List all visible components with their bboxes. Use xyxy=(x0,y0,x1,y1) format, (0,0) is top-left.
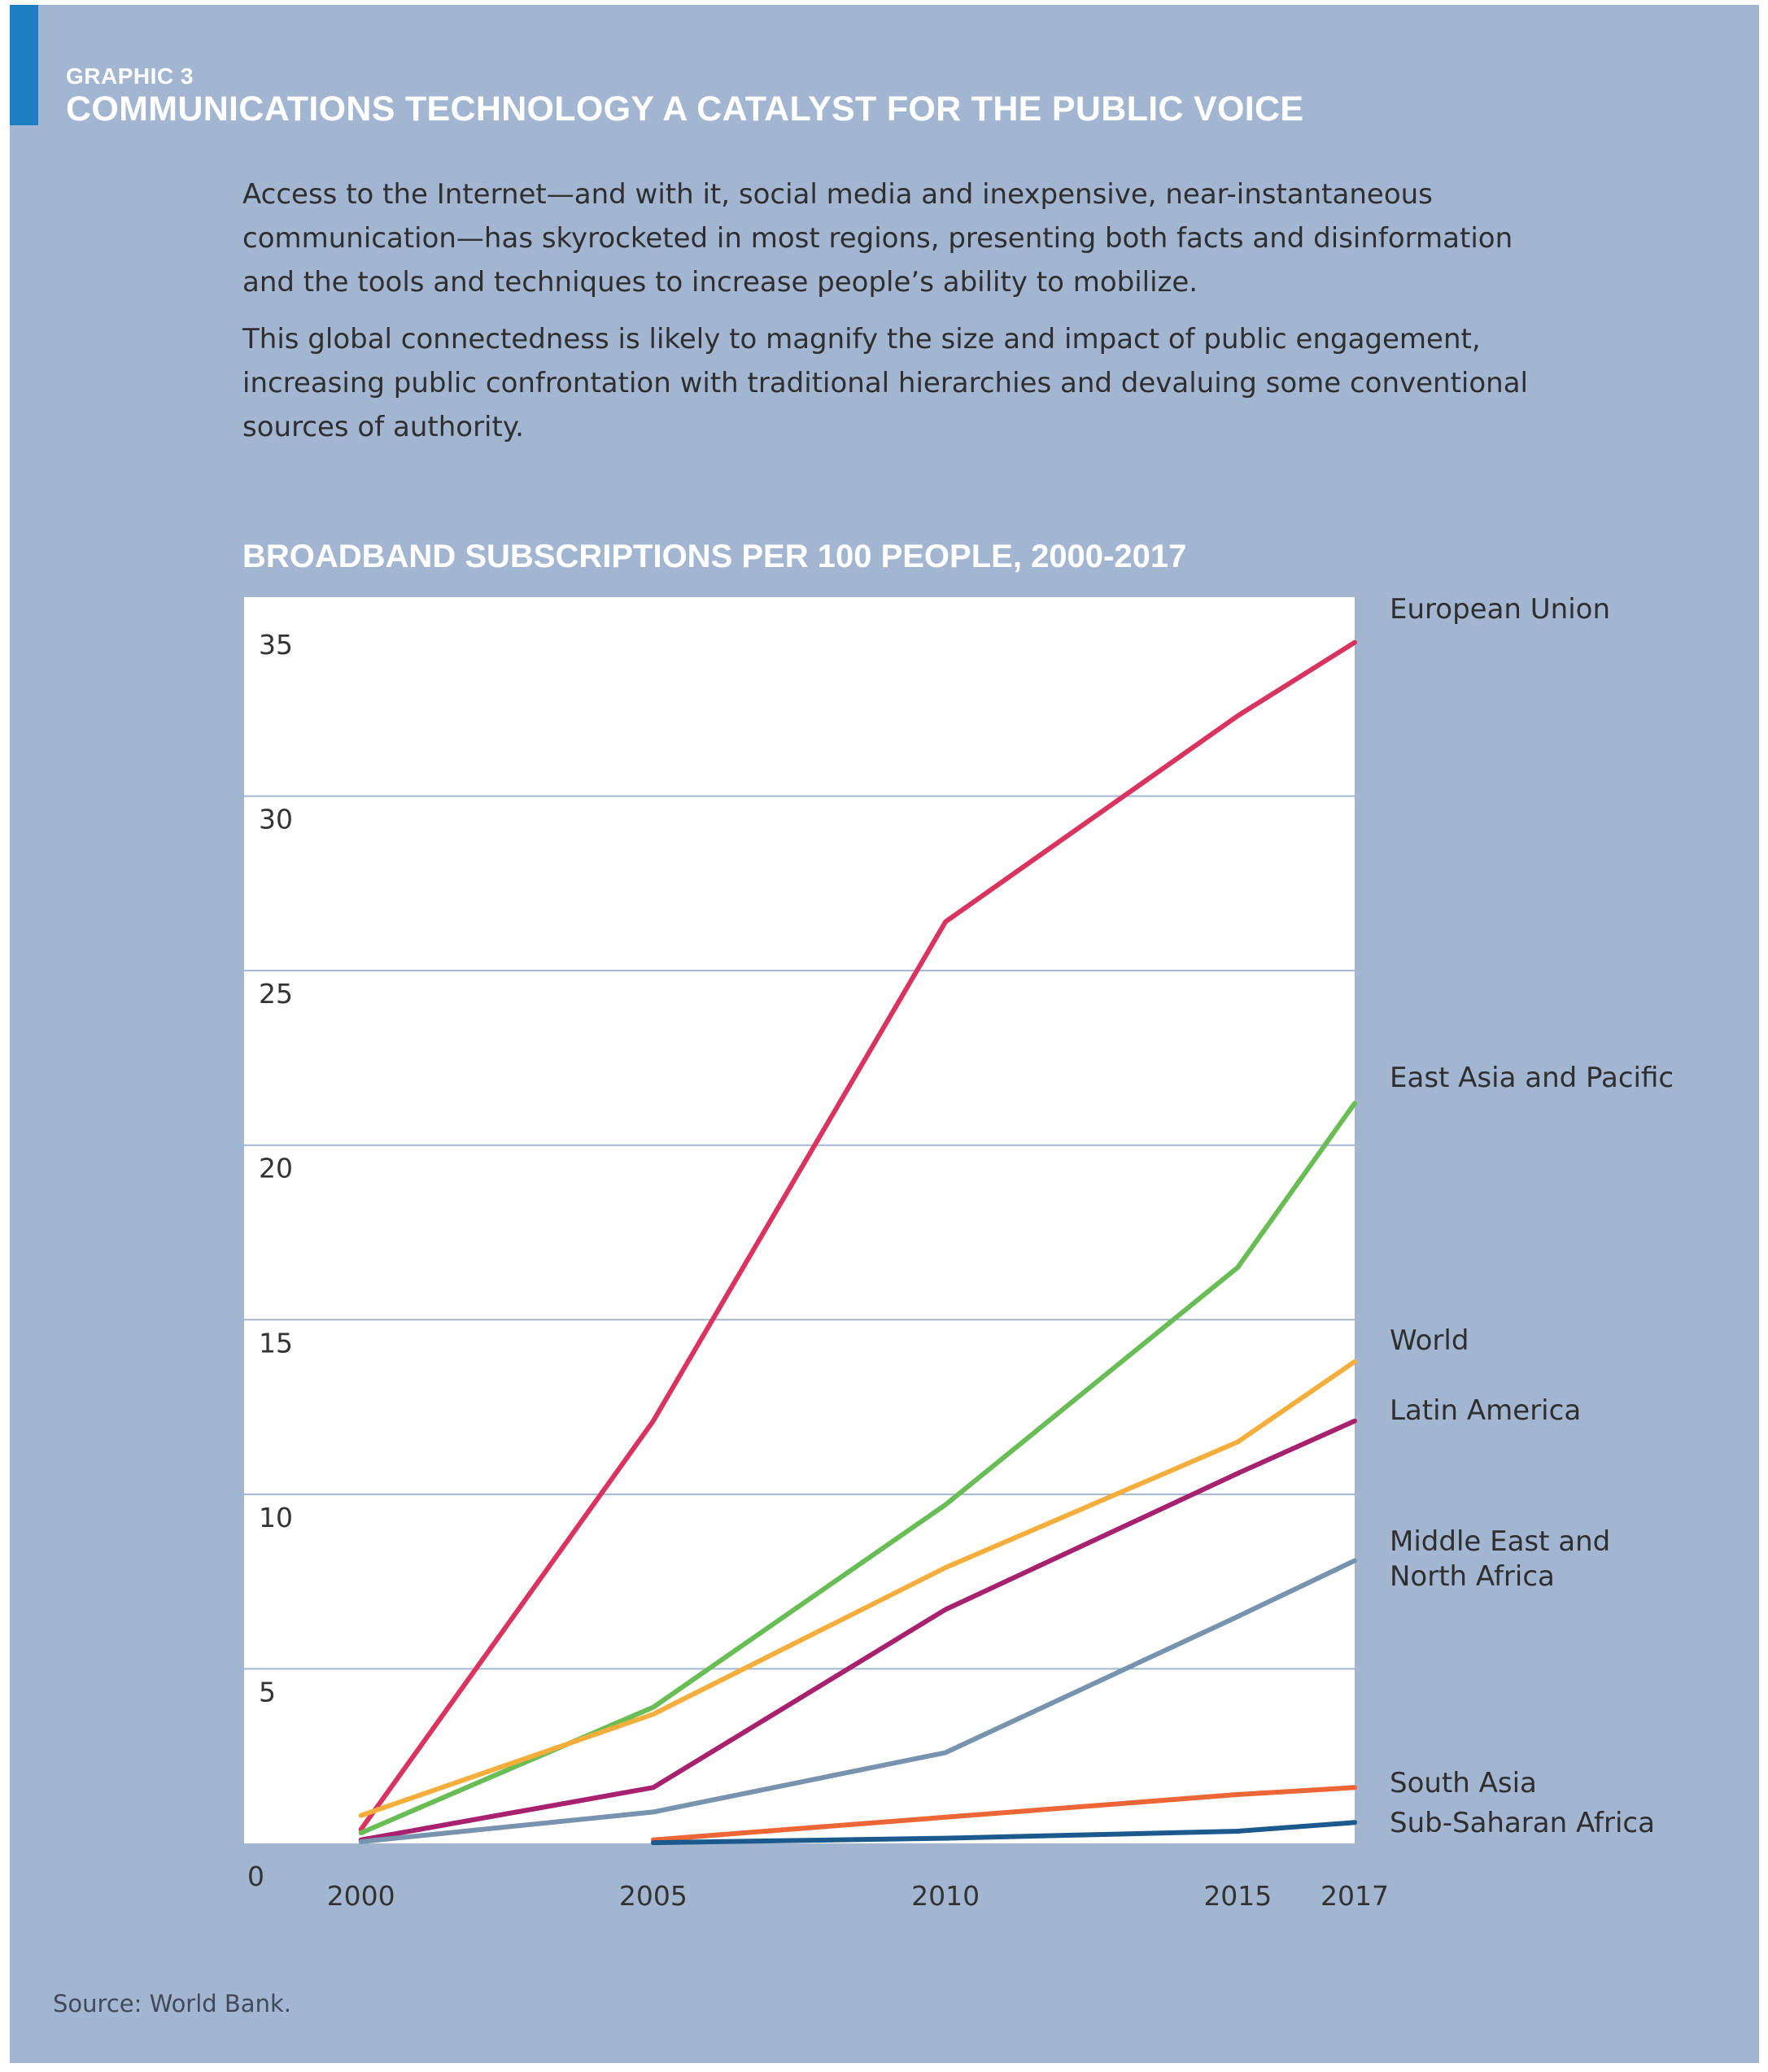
series-lines xyxy=(358,639,1357,1846)
series-line-middle-east-and-north-africa xyxy=(358,1558,1357,1844)
x-tick-labels: 2000 2005 2010 2015 2017 xyxy=(327,1880,1389,1912)
y-tick-label: 15 xyxy=(259,1327,293,1359)
series-labels: European Union East Asia and Pacific World… xyxy=(1390,593,1674,1839)
x-tick-label: 2017 xyxy=(1321,1880,1389,1912)
y-tick-label: 25 xyxy=(259,978,293,1010)
intro-text: Access to the Internet—and with it, soci… xyxy=(242,172,1536,462)
y-tick-label: 10 xyxy=(259,1502,293,1533)
intro-paragraph-1: Access to the Internet—and with it, soci… xyxy=(242,178,1513,299)
grid-lines xyxy=(244,795,1355,1670)
series-label-east-asia-and-pacific: East Asia and Pacific xyxy=(1390,1062,1674,1094)
source-note: Source: World Bank. xyxy=(53,1990,291,2017)
series-label-south-asia: South Asia xyxy=(1390,1767,1537,1799)
y-tick-label: 0 xyxy=(247,1860,264,1892)
series-line-south-asia xyxy=(650,1785,1357,1843)
x-tick-label: 2010 xyxy=(911,1880,980,1912)
series-label-sub-saharan-africa: Sub-Saharan Africa xyxy=(1390,1807,1655,1839)
graphic-label: GRAPHIC 3 xyxy=(66,63,194,89)
intro-paragraph-2: This global connectedness is likely to m… xyxy=(242,323,1529,443)
chart-title: BROADBAND SUBSCRIPTIONS PER 100 PEOPLE, … xyxy=(242,539,1187,574)
series-line-world xyxy=(358,1359,1357,1818)
series-line-european-union xyxy=(358,639,1357,1832)
graphic-title: COMMUNICATIONS TECHNOLOGY A CATALYST FOR… xyxy=(66,89,1304,129)
series-line-latin-america xyxy=(358,1418,1357,1843)
x-tick-label: 2005 xyxy=(619,1880,688,1912)
series-label-middle-east-and-north-africa: Middle East and North Africa xyxy=(1390,1525,1610,1593)
x-tick-label: 2000 xyxy=(327,1880,395,1912)
plot-area xyxy=(244,597,1355,1843)
series-label-european-union: European Union xyxy=(1390,593,1610,626)
y-tick-label: 20 xyxy=(259,1153,293,1184)
series-label-latin-america: Latin America xyxy=(1390,1394,1581,1427)
y-tick-label: 35 xyxy=(259,629,293,661)
series-line-sub-saharan-africa xyxy=(650,1820,1357,1846)
y-tick-labels: 0 5 10 15 20 25 30 35 xyxy=(247,629,293,1892)
y-tick-label: 5 xyxy=(259,1676,276,1708)
x-tick-label: 2015 xyxy=(1203,1880,1272,1912)
accent-bar xyxy=(10,5,38,125)
series-label-world: World xyxy=(1390,1324,1469,1357)
y-tick-label: 30 xyxy=(259,804,293,835)
